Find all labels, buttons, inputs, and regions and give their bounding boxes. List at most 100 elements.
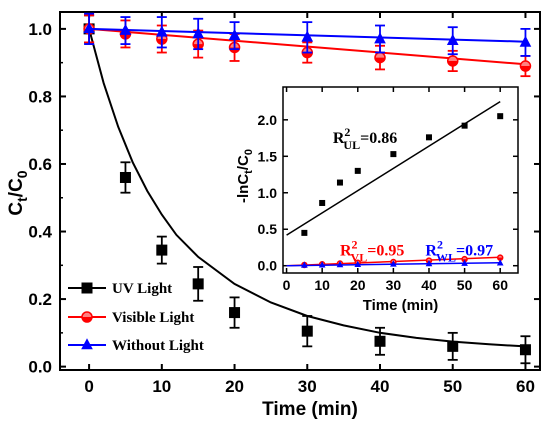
inset-y-tick-label: 2.0 [258,112,278,128]
inset-y-tick-label: 0.0 [258,258,278,274]
inset-data-point [461,259,468,266]
inset-data-point [336,260,344,268]
main-y-tick-label: 0.6 [28,155,52,174]
legend-label: Without Light [112,338,204,354]
legend-item-2: Without Light [68,338,204,354]
main-y-tick-label: 0.4 [28,223,52,242]
inset-y-tick-label: 0.5 [258,221,278,237]
main-x-axis-label: Time (min) [262,399,358,420]
r2-subscript: VL [351,250,368,264]
main-data-point [447,340,459,352]
main-x-tick-label: 10 [152,377,171,396]
main-data-point [374,335,386,347]
inset-y-axis-label-base: -lnC [235,174,252,203]
r2-base: R [340,242,352,259]
inset-x-tick-label: 10 [314,277,330,293]
main-data-point [301,30,314,42]
inset-data-point [336,179,343,186]
inset-x-tick-label: 30 [386,277,402,293]
main-data-point [374,32,386,44]
main-data-point [519,35,532,47]
main-x-tick-label: 0 [84,377,93,396]
main-x-tick-label: 30 [298,377,317,396]
main-data-point [229,307,241,319]
main-y-tick-label: 1.0 [28,20,52,39]
inset-data-point [301,261,308,268]
legend-marker [81,338,93,350]
r2-superscript: 2 [352,237,358,251]
main-y-axis-label-slash: /C [6,178,27,197]
main-fit-line [88,28,526,348]
r2-value: =0.86 [360,130,397,147]
r2-subscript: WL [436,250,456,264]
main-y-tick-label: 0.0 [28,358,52,377]
main-data-point [519,344,531,356]
main-x-tick-label: 40 [371,377,390,396]
main-data-point [228,28,241,40]
r2-value: =0.97 [456,242,493,259]
main-data-point [192,27,205,39]
main-y-axis-label-base: C [6,202,27,216]
inset-x-tick-label: 50 [457,277,473,293]
legend-marker [81,282,93,294]
main-y-axis-label-sub-t: t [14,197,30,202]
main-y-tick-label: 0.8 [28,87,52,106]
inset-data-point [319,199,326,206]
r2-value: =0.95 [367,242,404,259]
main-data-point [119,23,132,35]
main-data-point [155,25,168,37]
inset-data-point [318,261,326,268]
inset-data-point [425,134,432,141]
legend-item-1: Visible Light [68,310,194,326]
inset-y-tick-label: 1.0 [258,185,278,201]
inset-data-point [390,260,397,267]
main-data-point [83,22,95,34]
main-x-tick-label: 60 [516,377,535,396]
inset-data-point [390,151,397,158]
inset-plot-frame [282,86,519,274]
inset-series-0 [286,100,504,236]
inset-data-point [497,113,504,120]
inset-data-point [354,167,361,174]
main-data-point-half [375,57,385,63]
main-data-point [446,55,459,67]
main-data-point [301,325,313,337]
main-x-tick-label: 20 [225,377,244,396]
main-data-point [192,278,204,290]
main-x-tick-label: 50 [443,377,462,396]
inset-x-axis-label: Time (min) [363,297,439,314]
main-y-tick-label: 0.2 [28,290,52,309]
r2-base: R [333,130,345,147]
legend-marker [81,311,93,323]
inset-y-tick-label: 1.5 [258,148,278,164]
main-data-point [446,33,459,46]
inset-data-point [496,259,504,266]
legend-item-0: UV Light [68,281,172,297]
main-data-point [156,244,168,256]
main-data-point-half [520,66,531,72]
inset-x-tick-label: 0 [283,277,291,293]
main-data-point [374,51,386,64]
main-plot-frame [59,11,541,371]
r2-annotation-ul: R2 UL=0.86 [333,125,397,152]
inset-x-tick-label: 40 [421,277,437,293]
r2-annotation-vl: R2 VL=0.95 [340,237,404,264]
main-y-axis-label: Ct/C0 [6,170,30,215]
inset-data-point-half [497,257,503,261]
legend-label: UV Light [112,281,172,297]
r2-annotation-wl: R2 WL=0.97 [425,237,493,264]
inset-series-2 [286,259,504,268]
legend-label: Visible Light [112,310,194,326]
inset-data-point [461,122,468,129]
inset-data-point [301,229,308,236]
main-data-point-half [447,60,458,66]
inset-y-axis-label-sub-t: t [243,170,255,174]
main-data-point-half [302,52,313,58]
r2-subscript: UL [343,138,360,152]
inset-data-point [354,260,362,268]
main-data-point [119,171,131,183]
r2-superscript: 2 [437,237,443,251]
main-y-axis-label-sub-0: 0 [14,170,30,178]
